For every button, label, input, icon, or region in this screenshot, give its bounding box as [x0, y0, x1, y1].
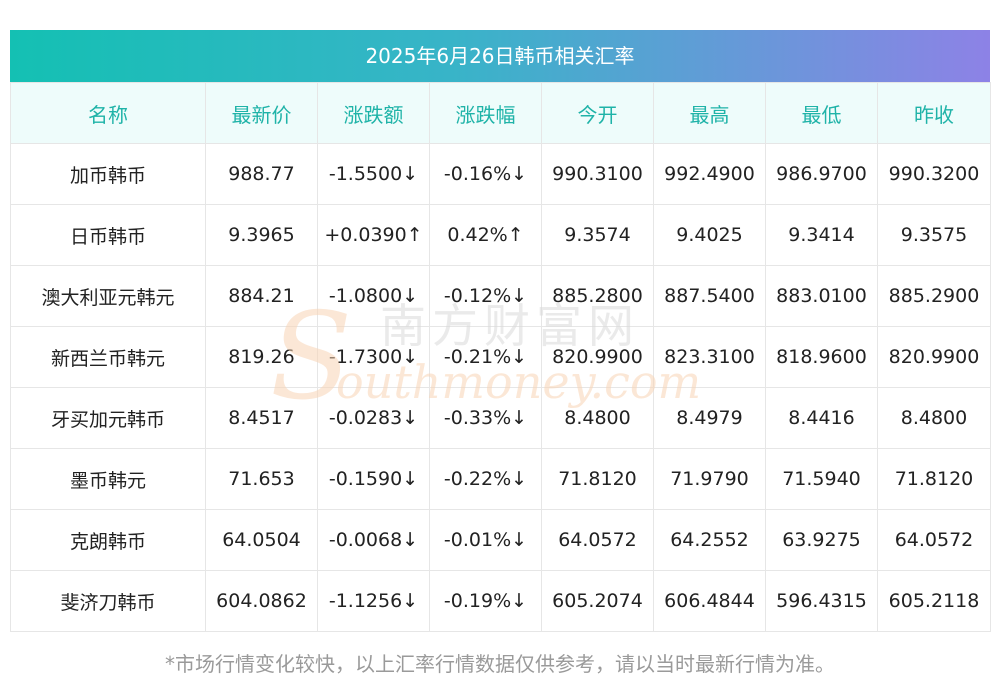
cell-latest: 604.0862 [205, 570, 318, 632]
cell-open: 71.8120 [541, 448, 654, 510]
cell-latest: 819.26 [205, 326, 318, 388]
cell-high: 887.5400 [653, 265, 766, 327]
cell-open: 64.0572 [541, 509, 654, 571]
cell-name: 加币韩币 [10, 143, 206, 205]
cell-change: -0.1590↓ [317, 448, 430, 510]
cell-low: 9.3414 [765, 204, 878, 266]
table-row: 澳大利亚元韩元 884.21 -1.0800↓ -0.12%↓ 885.2800 887.… [10, 265, 991, 327]
cell-change: -0.0283↓ [317, 387, 430, 449]
cell-latest: 64.0504 [205, 509, 318, 571]
cell-high: 64.2552 [653, 509, 766, 571]
cell-high: 8.4979 [653, 387, 766, 449]
footnote: *市场行情变化较快，以上汇率行情数据仅供参考，请以当时最新行情为准。 [165, 652, 835, 676]
cell-open: 605.2074 [541, 570, 654, 632]
table-row: 斐济刀韩币 604.0862 -1.1256↓ -0.19%↓ 605.2074 606.… [10, 570, 991, 632]
cell-high: 992.4900 [653, 143, 766, 205]
cell-latest: 884.21 [205, 265, 318, 327]
cell-latest: 71.653 [205, 448, 318, 510]
cell-name: 克朗韩币 [10, 509, 206, 571]
cell-change: -0.0068↓ [317, 509, 430, 571]
exchange-rate-table: 名称 最新价 涨跌额 涨跌幅 今开 最高 最低 昨收 加币韩币 988.77 -1.… [10, 82, 991, 632]
cell-prev-close: 605.2118 [877, 570, 991, 632]
cell-low: 818.9600 [765, 326, 878, 388]
table-row: 日币韩币 9.3965 +0.0390↑ 0.42%↑ 9.3574 9.4025 9.34… [10, 204, 991, 266]
cell-latest: 988.77 [205, 143, 318, 205]
cell-name: 新西兰币韩元 [10, 326, 206, 388]
cell-name: 斐济刀韩币 [10, 570, 206, 632]
cell-open: 885.2800 [541, 265, 654, 327]
column-header-change: 涨跌额 [317, 82, 430, 144]
cell-name: 日币韩币 [10, 204, 206, 266]
cell-prev-close: 64.0572 [877, 509, 991, 571]
table-header-row: 名称 最新价 涨跌额 涨跌幅 今开 最高 最低 昨收 [10, 82, 991, 144]
cell-low: 883.0100 [765, 265, 878, 327]
cell-prev-close: 820.9900 [877, 326, 991, 388]
cell-change-pct: -0.33%↓ [429, 387, 542, 449]
cell-low: 63.9275 [765, 509, 878, 571]
cell-open: 820.9900 [541, 326, 654, 388]
column-header-latest: 最新价 [205, 82, 318, 144]
table-row: 克朗韩币 64.0504 -0.0068↓ -0.01%↓ 64.0572 64.2552… [10, 509, 991, 571]
cell-change-pct: -0.19%↓ [429, 570, 542, 632]
table-row: 牙买加元韩币 8.4517 -0.0283↓ -0.33%↓ 8.4800 8.4979 8… [10, 387, 991, 449]
cell-high: 71.9790 [653, 448, 766, 510]
table-title: 2025年6月26日韩币相关汇率 [10, 30, 990, 82]
cell-prev-close: 8.4800 [877, 387, 991, 449]
column-header-high: 最高 [653, 82, 766, 144]
cell-prev-close: 885.2900 [877, 265, 991, 327]
cell-change: -1.7300↓ [317, 326, 430, 388]
column-header-open: 今开 [541, 82, 654, 144]
cell-low: 71.5940 [765, 448, 878, 510]
cell-prev-close: 990.3200 [877, 143, 991, 205]
cell-open: 8.4800 [541, 387, 654, 449]
cell-prev-close: 9.3575 [877, 204, 991, 266]
table-row: 新西兰币韩元 819.26 -1.7300↓ -0.21%↓ 820.9900 823.3… [10, 326, 991, 388]
cell-change: +0.0390↑ [317, 204, 430, 266]
column-header-name: 名称 [10, 82, 206, 144]
cell-open: 990.3100 [541, 143, 654, 205]
cell-high: 9.4025 [653, 204, 766, 266]
column-header-low: 最低 [765, 82, 878, 144]
cell-latest: 9.3965 [205, 204, 318, 266]
cell-name: 澳大利亚元韩元 [10, 265, 206, 327]
cell-change: -1.1256↓ [317, 570, 430, 632]
cell-open: 9.3574 [541, 204, 654, 266]
cell-change-pct: -0.12%↓ [429, 265, 542, 327]
cell-low: 596.4315 [765, 570, 878, 632]
table-row: 墨币韩元 71.653 -0.1590↓ -0.22%↓ 71.8120 71.9790 7… [10, 448, 991, 510]
column-header-change-pct: 涨跌幅 [429, 82, 542, 144]
cell-low: 986.9700 [765, 143, 878, 205]
cell-name: 牙买加元韩币 [10, 387, 206, 449]
cell-change: -1.0800↓ [317, 265, 430, 327]
cell-change-pct: -0.22%↓ [429, 448, 542, 510]
cell-low: 8.4416 [765, 387, 878, 449]
column-header-prev-close: 昨收 [877, 82, 991, 144]
cell-change-pct: -0.21%↓ [429, 326, 542, 388]
cell-change-pct: -0.16%↓ [429, 143, 542, 205]
cell-change: -1.5500↓ [317, 143, 430, 205]
cell-change-pct: 0.42%↑ [429, 204, 542, 266]
cell-high: 606.4844 [653, 570, 766, 632]
cell-high: 823.3100 [653, 326, 766, 388]
cell-name: 墨币韩元 [10, 448, 206, 510]
cell-prev-close: 71.8120 [877, 448, 991, 510]
table-row: 加币韩币 988.77 -1.5500↓ -0.16%↓ 990.3100 992.490… [10, 143, 991, 205]
cell-latest: 8.4517 [205, 387, 318, 449]
cell-change-pct: -0.01%↓ [429, 509, 542, 571]
